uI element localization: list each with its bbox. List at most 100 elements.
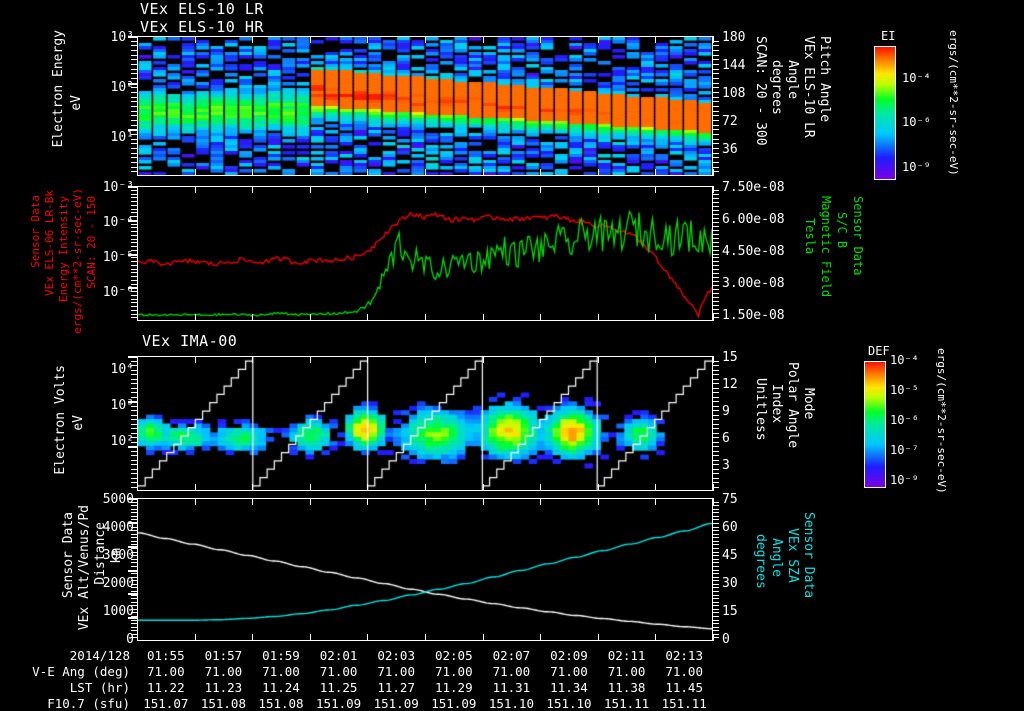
axis-minor-tick [713, 115, 719, 116]
axis-minor-tick [131, 370, 137, 371]
axis-minor-tick [131, 78, 137, 79]
axis-minor-tick [131, 231, 137, 232]
axis-minor-tick [131, 523, 137, 524]
axis-minor-tick [131, 469, 137, 470]
panel1-left-axis-label: Electron Energy [51, 30, 66, 180]
axis-minor-tick [131, 190, 137, 191]
axis-minor-tick [131, 437, 137, 438]
axis-minor-tick [131, 544, 137, 545]
panel4-right-tick-45: 45 [722, 548, 738, 563]
axis-minor-tick [713, 277, 719, 278]
x-axis-tick [713, 36, 714, 43]
axis-minor-tick [713, 428, 719, 429]
panel1-colorbar-tick-2: 10⁻⁶ [902, 115, 931, 129]
axis-minor-tick [713, 125, 719, 126]
x-axis-tick [425, 314, 426, 321]
x-axis-tick [655, 186, 656, 193]
axis-minor-tick [131, 143, 137, 144]
axis-minor-tick [713, 374, 719, 375]
panel1-right-label-scan: SCAN: 20 - 300 [753, 36, 768, 176]
axis-minor-tick [131, 250, 137, 251]
x-axis-tick [252, 356, 253, 363]
axis-major-tick [128, 36, 137, 38]
axis-minor-tick [131, 64, 137, 65]
axis-minor-tick [713, 598, 719, 599]
panel1-spectrogram-canvas [138, 37, 712, 175]
panel2-left-label-3: Energy Intensity [57, 196, 70, 302]
axis-minor-tick [713, 370, 719, 371]
x-axis-tick [310, 186, 311, 193]
table-cell-f107-row: 151.07 [143, 696, 189, 711]
axis-minor-tick [131, 598, 137, 599]
axis-minor-tick [713, 202, 719, 203]
x-axis-tick [655, 484, 656, 491]
axis-minor-tick [131, 92, 137, 93]
axis-minor-tick [131, 482, 137, 483]
axis-minor-tick [713, 537, 719, 538]
x-axis-tick [137, 634, 138, 641]
x-axis-tick [425, 36, 426, 43]
panel4-line-canvas [138, 499, 712, 640]
table-cell-f107-row: 151.11 [661, 696, 707, 711]
panel2-left-label-quantity: Energy Intensity [57, 196, 70, 314]
table-cell-f107-row: 151.10 [488, 696, 534, 711]
x-axis-tick [195, 186, 196, 193]
panel2-right-tick-5: 1.50e-08 [722, 308, 785, 323]
panel4-ytick-5000: 5000 [102, 492, 134, 507]
axis-minor-tick [131, 167, 137, 168]
axis-minor-tick [713, 143, 719, 144]
axis-minor-tick [131, 534, 137, 535]
axis-minor-tick [713, 45, 719, 46]
panel2-right-label-4: Tesla [803, 218, 817, 255]
panel2-line-canvas [138, 187, 712, 320]
panel4-right-label-1: Sensor Data [801, 512, 816, 599]
x-axis-tick [195, 314, 196, 321]
panel4-right-label-sza: VEx SZA [785, 528, 800, 623]
axis-minor-tick [131, 209, 137, 210]
axis-minor-tick [713, 273, 719, 274]
axis-minor-tick [131, 433, 137, 434]
panel3-ytick-3: 10² [110, 434, 134, 449]
axis-minor-tick [713, 101, 719, 102]
panel1-right-label-pitch-angle: Pitch Angle [817, 36, 832, 176]
table-cell-time-row: 02:05 [434, 648, 473, 663]
panel1-right-label-angle: Angle [785, 60, 800, 170]
axis-minor-tick [131, 383, 137, 384]
axis-minor-tick [713, 210, 719, 211]
table-cell-time-row: 01:59 [262, 648, 300, 663]
axis-minor-tick [131, 555, 137, 556]
panel3-right-label-1: Mode [801, 388, 816, 420]
x-axis-tick [252, 634, 253, 641]
axis-minor-tick [713, 361, 719, 362]
panel2-right-tick-2: 6.00e-08 [722, 212, 785, 227]
axis-minor-tick [131, 216, 137, 217]
axis-minor-tick [713, 591, 719, 592]
table-cell-time-row: 01:57 [204, 648, 243, 663]
table-cell-ve-ang-row: 71.00 [204, 664, 243, 679]
table-cell-time-row: 01:55 [146, 648, 185, 663]
axis-minor-tick [131, 212, 137, 213]
axis-minor-tick [131, 50, 137, 51]
axis-minor-tick [131, 239, 137, 240]
axis-minor-tick [131, 455, 137, 456]
axis-minor-tick [713, 410, 719, 411]
panel4-plot-area [137, 498, 713, 641]
axis-minor-tick [713, 289, 719, 290]
x-axis-tick [195, 169, 196, 176]
x-axis-tick [598, 36, 599, 43]
x-axis-tick [655, 314, 656, 321]
panel3-right-label-2: Polar Angle [785, 362, 800, 449]
axis-minor-tick [713, 392, 719, 393]
x-axis-tick [540, 484, 541, 491]
axis-minor-tick [131, 502, 137, 503]
x-axis-tick [137, 36, 138, 43]
table-cell-f107-row: 151.09 [431, 696, 477, 711]
x-axis-tick [252, 498, 253, 505]
panel2-right-label-field: Magnetic Field [819, 196, 833, 316]
axis-minor-tick [713, 451, 719, 452]
axis-minor-tick [131, 424, 137, 425]
panel1-left-axis-units: eV [69, 95, 84, 135]
axis-minor-tick [713, 516, 719, 517]
axis-minor-tick [131, 620, 137, 621]
axis-minor-tick [713, 523, 719, 524]
